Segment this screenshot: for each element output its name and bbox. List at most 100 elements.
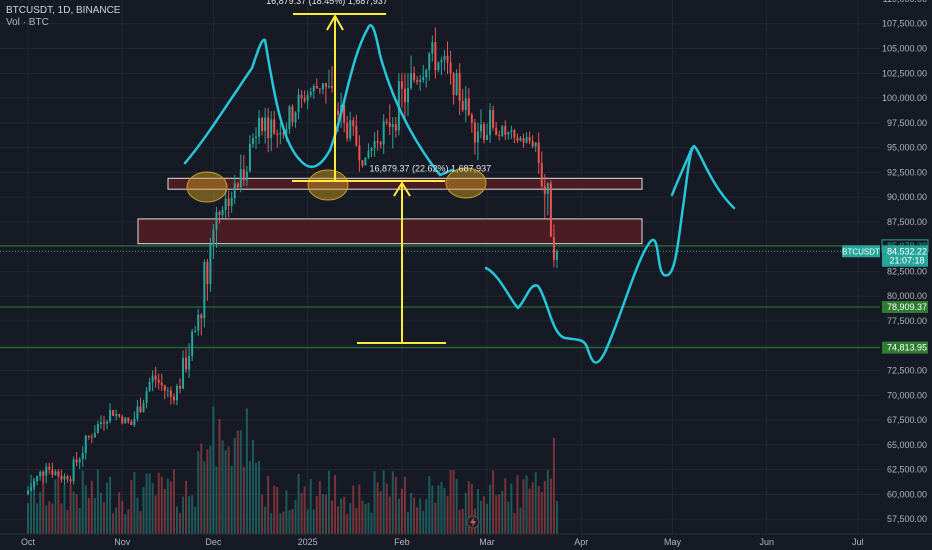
time-tick-label: May (664, 537, 682, 547)
candle-body (297, 94, 300, 113)
volume-bar (543, 480, 546, 534)
volume-bar (179, 513, 181, 534)
time-tick-label: Nov (114, 537, 131, 547)
time-tick-label: Oct (21, 537, 36, 547)
volume-bar (510, 483, 513, 534)
candle-body (251, 138, 254, 145)
candle-body (516, 137, 519, 141)
volume-bar (273, 485, 276, 534)
candle-body (118, 414, 121, 417)
volume-bar (428, 476, 431, 534)
candle-body (57, 471, 60, 477)
candle-body (182, 357, 185, 389)
candle-body (267, 117, 270, 139)
candle-body (66, 476, 69, 480)
candle-body (282, 132, 285, 135)
volume-bar (394, 476, 397, 534)
candle-body (382, 121, 385, 145)
volume-bar (385, 483, 388, 534)
volume-bar (495, 495, 498, 534)
volume-bar (552, 438, 555, 534)
volume-bar (425, 499, 428, 534)
symbol-tag-label: BTCUSDT (842, 247, 880, 256)
price-tick-label: 95,000.00 (887, 143, 927, 153)
volume-bar (248, 461, 251, 534)
candle-body (483, 124, 485, 140)
price-tag (882, 245, 928, 258)
volume-bar (334, 474, 337, 534)
candle-body (413, 73, 416, 81)
volume-bar (382, 470, 385, 534)
price-tick-label: 70,000.00 (887, 390, 927, 400)
candle-body (209, 244, 212, 285)
candle-body (136, 406, 139, 419)
volume-bar (224, 450, 227, 534)
volume-bar (106, 482, 109, 534)
price-tick-label: 87,500.00 (887, 217, 927, 227)
candle-body (291, 106, 294, 123)
volume-bar (206, 449, 209, 534)
candle-body (54, 471, 57, 475)
time-tick-label: Apr (574, 537, 588, 547)
price-tag-label: 78,909.37 (887, 302, 927, 312)
volume-bar (452, 470, 455, 534)
candle-body (388, 122, 391, 128)
volume-bar (172, 469, 175, 534)
volume-bar (96, 469, 99, 534)
volume-bar (306, 509, 309, 534)
volume-bar (270, 513, 273, 534)
volume-bar (443, 488, 446, 534)
volume-bar (400, 488, 403, 534)
volume-bar (90, 480, 93, 534)
candle-body (112, 410, 115, 416)
volume-bar (492, 470, 495, 534)
price-tick-label: 60,000.00 (887, 489, 927, 499)
volume-bar (291, 508, 294, 534)
volume-bar (340, 498, 343, 534)
candle-body (385, 121, 388, 123)
candle-body (321, 83, 324, 90)
volume-bar (358, 484, 361, 534)
volume-bar (197, 451, 200, 534)
flash-icon-glyph (470, 517, 476, 527)
candle-body (349, 120, 352, 139)
price-tick-label: 62,500.00 (887, 465, 927, 475)
volume-bar (166, 478, 169, 534)
candle-body (175, 385, 178, 401)
volume-bar (388, 496, 391, 534)
price-tick-label: 77,500.00 (887, 316, 927, 326)
volume-bar (537, 485, 540, 534)
candle-body (410, 73, 413, 89)
candle-body (75, 459, 78, 463)
volume-bar (446, 496, 449, 534)
price-tick-label: 80,000.00 (887, 291, 927, 301)
volume-bar (258, 460, 261, 534)
candle-body (495, 127, 498, 135)
head-shoulders-drawing (183, 24, 454, 177)
volume-bar (410, 492, 413, 534)
candle-body (276, 133, 279, 135)
candle-body (288, 106, 291, 130)
volume-bar (361, 500, 364, 534)
candle-body (197, 314, 200, 331)
volume-bar (124, 513, 127, 534)
candle-body (324, 83, 327, 87)
volume-bar (300, 493, 303, 534)
candle-body (522, 138, 525, 143)
candle-body (373, 141, 376, 149)
volume-bar (169, 481, 172, 534)
candle-body (461, 101, 464, 111)
candle-body (358, 145, 361, 161)
candle-body (200, 314, 203, 319)
volume-bar (218, 419, 221, 534)
volume-bar (516, 475, 519, 534)
neckline-marker (186, 171, 228, 203)
candle-body (355, 125, 358, 146)
price-tick-label: 105,000.00 (882, 43, 927, 53)
candle-body (30, 487, 33, 491)
volume-bar (437, 485, 440, 534)
candle-body (361, 160, 364, 166)
candle-body (124, 417, 127, 424)
candle-body (148, 381, 151, 391)
